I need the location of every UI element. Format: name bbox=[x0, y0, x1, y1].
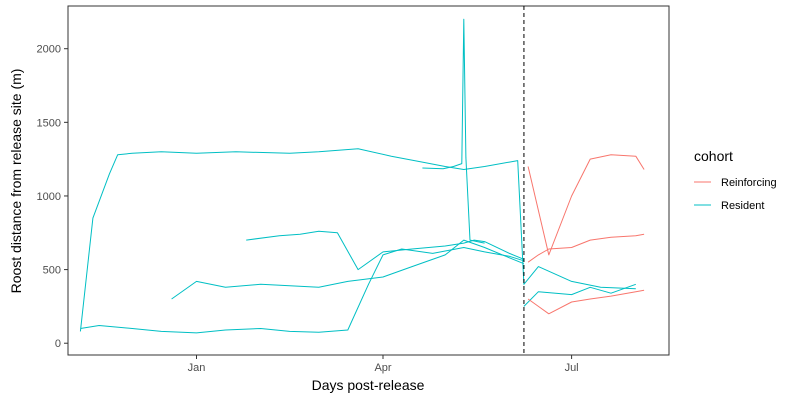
series-line-resident-5 bbox=[523, 283, 636, 307]
legend-label-reinforcing: Reinforcing bbox=[721, 177, 777, 189]
series-line-resident-0 bbox=[79, 148, 636, 332]
series-line-reinforcing-8 bbox=[527, 154, 645, 256]
y-axis-title: Roost distance from release site (m) bbox=[8, 69, 24, 294]
series-line-resident-1 bbox=[80, 247, 525, 334]
y-tick-label: 500 bbox=[43, 265, 61, 277]
plot-panel bbox=[67, 5, 670, 356]
legend-label-resident: Resident bbox=[721, 200, 764, 212]
series-line-resident-4 bbox=[422, 18, 485, 244]
legend-title: cohort bbox=[694, 148, 733, 164]
series-line-resident-3 bbox=[246, 230, 525, 271]
x-tick-label: Jan bbox=[188, 362, 206, 374]
x-axis-title: Days post-release bbox=[312, 377, 425, 393]
x-tick-label: Apr bbox=[374, 362, 391, 374]
series-layer bbox=[79, 18, 645, 334]
y-tick-label: 1500 bbox=[37, 117, 61, 129]
y-tick-label: 2000 bbox=[37, 44, 61, 56]
y-tick-label: 1000 bbox=[37, 191, 61, 203]
series-line-reinforcing-6 bbox=[527, 233, 645, 263]
series-line-resident-2 bbox=[171, 239, 525, 300]
y-axis: 0 500 1000 1500 2000 bbox=[37, 44, 68, 350]
x-axis: Jan Apr Jul bbox=[188, 355, 579, 374]
series-line-reinforcing-7 bbox=[527, 289, 645, 315]
y-tick-label: 0 bbox=[55, 338, 61, 350]
legend: cohort Reinforcing Resident bbox=[694, 148, 777, 212]
x-tick-label: Jul bbox=[565, 362, 579, 374]
